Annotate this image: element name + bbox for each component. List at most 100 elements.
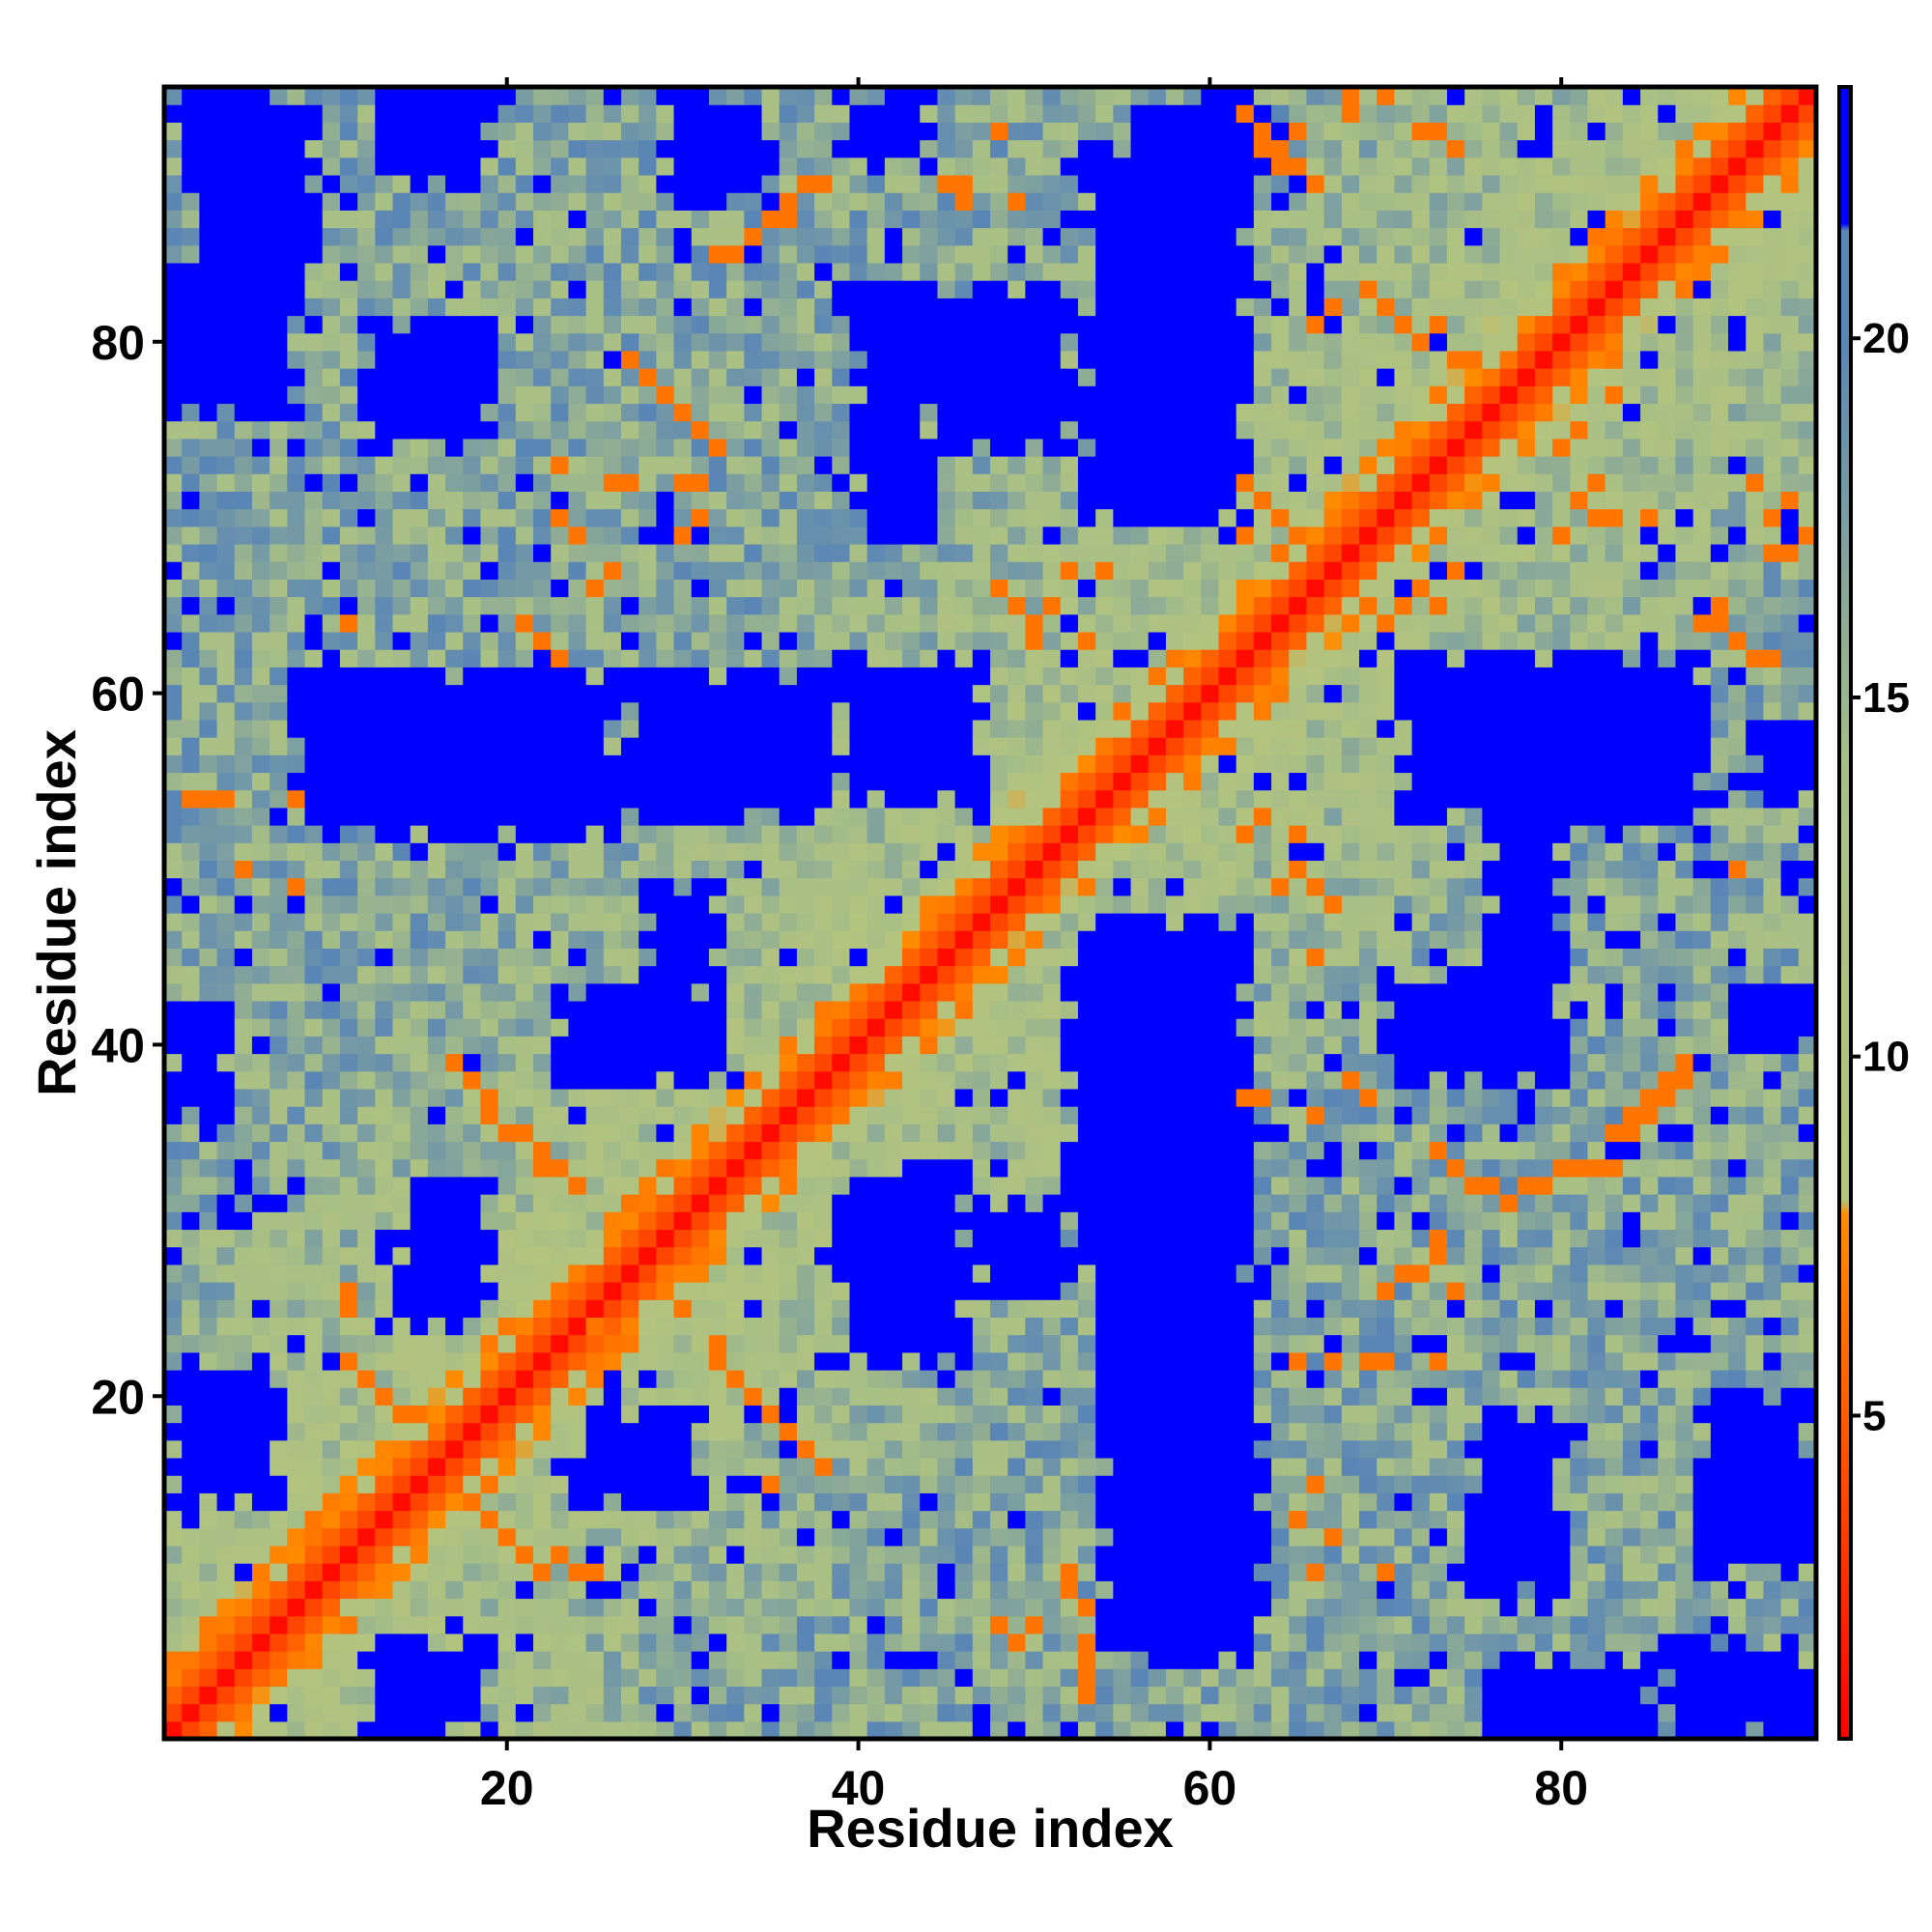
heatmap-cell [515,1369,534,1388]
heatmap-cell [832,403,851,422]
heatmap-cell [234,473,253,492]
heatmap-cell [726,1282,745,1300]
heatmap-cell [287,1703,306,1722]
heatmap-cell [339,1088,358,1107]
heatmap-cell [867,473,886,492]
heatmap-cell [814,789,833,809]
heatmap-cell [216,1369,236,1388]
heatmap-cell [427,174,446,193]
heatmap-cell [164,403,183,422]
heatmap-cell [445,772,464,791]
heatmap-cell [270,1036,288,1055]
heatmap-cell [497,1176,517,1195]
heatmap-cell [375,913,394,931]
heatmap-cell [357,298,376,317]
heatmap-cell [515,122,534,141]
heatmap-cell [603,613,622,633]
heatmap-cell [463,1282,482,1300]
heatmap-cell [1025,649,1044,668]
heatmap-cell [585,860,605,879]
heatmap-cell [639,1299,657,1318]
heatmap-cell [849,1070,868,1090]
heatmap-cell [427,825,446,843]
heatmap-cell [1008,156,1026,176]
heatmap-cell [1060,491,1079,510]
heatmap-cell [902,613,921,633]
heatmap-cell [884,1686,903,1705]
heatmap-cell [744,456,763,474]
heatmap-cell [902,1176,921,1195]
heatmap-cell [1060,298,1079,317]
heatmap-cell [849,244,868,264]
heatmap-cell [902,842,921,862]
heatmap-cell [585,930,605,949]
heatmap-cell [691,561,710,580]
heatmap-cell [339,1351,358,1371]
heatmap-cell [270,1633,288,1652]
heatmap-cell [427,579,446,598]
heatmap-cell [480,280,499,298]
heatmap-cell [954,156,974,176]
heatmap-cell [832,508,851,527]
heatmap-cell [990,701,1009,721]
heatmap-cell [304,1545,324,1564]
heatmap-cell [304,579,324,598]
heatmap-cell [182,227,200,246]
heatmap-cell [832,1720,851,1740]
heatmap-cell [1042,772,1062,791]
heatmap-cell [568,965,587,984]
heatmap-cell [515,1351,534,1371]
heatmap-cell [691,1439,710,1459]
heatmap-cell [392,210,412,229]
heatmap-cell [480,930,499,949]
heatmap-cell [216,1194,236,1212]
heatmap-cell [533,315,552,334]
heatmap-cell [884,1351,903,1371]
heatmap-cell [920,1246,939,1265]
heatmap-cell [920,1158,939,1178]
heatmap-cell [1025,1351,1044,1371]
heatmap-cell [779,1668,798,1688]
heatmap-cell [392,701,412,721]
heatmap-cell [761,104,781,123]
heatmap-cell [603,1088,622,1107]
heatmap-cell [164,543,183,562]
heatmap-cell [410,1720,429,1740]
heatmap-cell [1042,227,1062,246]
heatmap-cell [251,1246,270,1265]
heatmap-cell [497,737,517,755]
heatmap-cell [1008,1615,1026,1634]
heatmap-cell [761,631,781,650]
heatmap-cell [639,403,657,422]
heatmap-cell [551,1211,569,1231]
heatmap-cell [392,1668,412,1688]
heatmap-cell [691,860,710,879]
heatmap-cell [603,1387,622,1406]
heatmap-cell [339,122,358,141]
heatmap-cell [656,1369,675,1388]
heatmap-cell [832,174,851,193]
heatmap-cell [427,1053,446,1072]
heatmap-cell [463,772,482,791]
heatmap-cell [182,596,200,615]
heatmap-cell [814,1264,833,1283]
heatmap-cell [515,508,534,527]
heatmap-cell [779,87,798,105]
heatmap-cell [884,719,903,738]
heatmap-cell [199,1299,218,1318]
heatmap-cell [304,1527,324,1547]
heatmap-cell [639,825,657,843]
heatmap-cell [744,895,763,914]
heatmap-cell [410,298,429,317]
heatmap-cell [1077,1053,1096,1072]
heatmap-cell [497,1720,517,1740]
heatmap-cell [199,262,218,281]
heatmap-cell [620,262,639,281]
heatmap-cell [656,1703,675,1722]
heatmap-cell [251,913,270,931]
heatmap-cell [480,1351,499,1371]
heatmap-cell [656,315,675,334]
heatmap-cell [708,1580,727,1600]
heatmap-cell [1060,965,1079,984]
heatmap-cell [216,982,236,1002]
